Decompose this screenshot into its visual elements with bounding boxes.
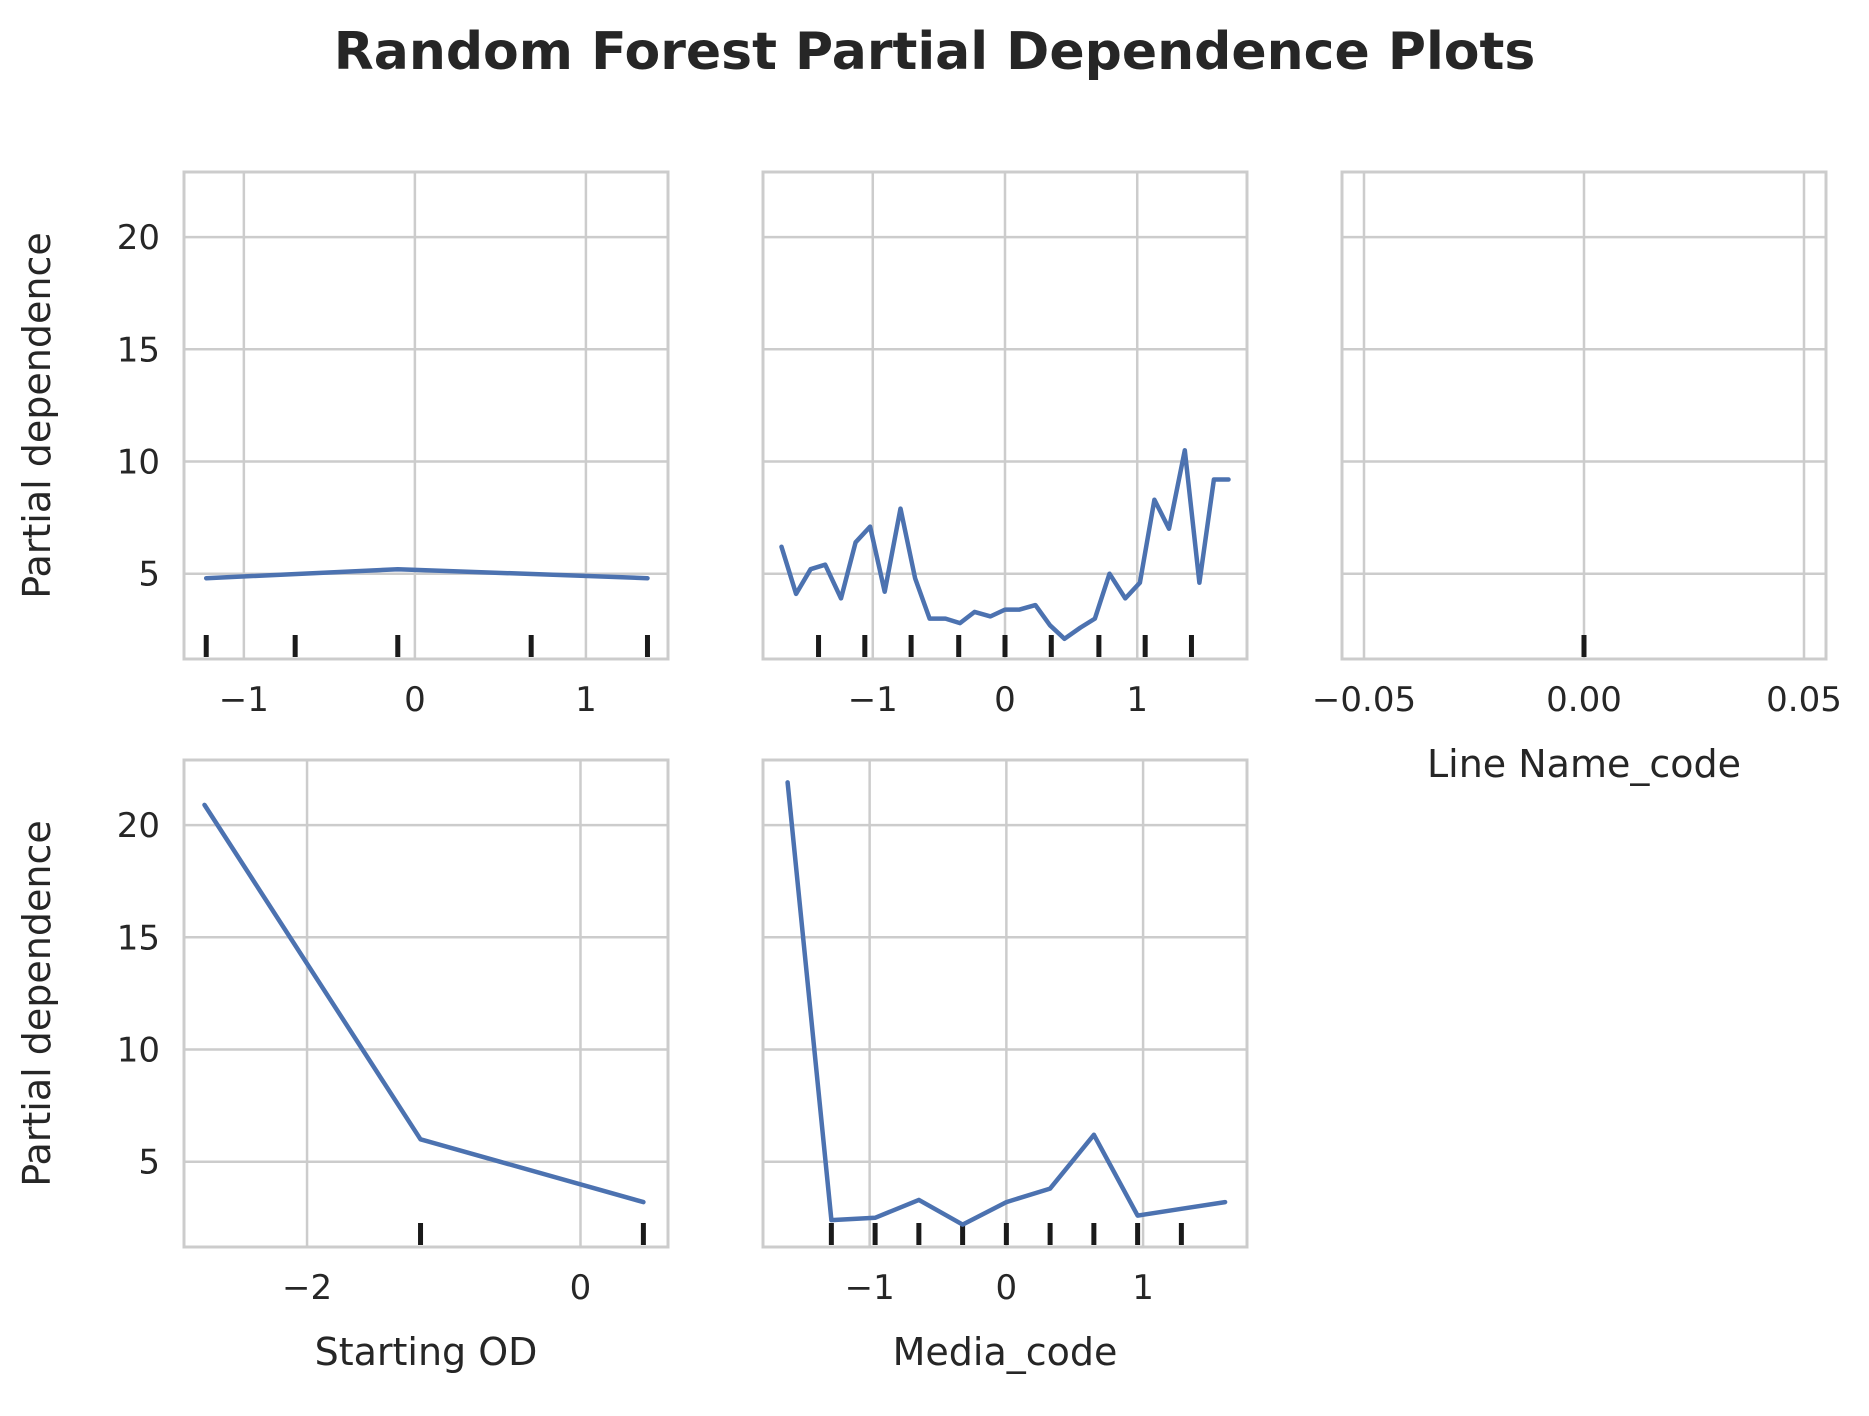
y-tick-label: 10 [117, 443, 160, 483]
x-tick-label: 0 [996, 1268, 1018, 1308]
panel-top-right: −0.05 0.00 0.05 Line Name_code [1312, 170, 1842, 786]
axes-frame [761, 758, 1249, 1249]
x-tick-label: 0 [570, 1268, 592, 1308]
panel-bottom-left: −2 0 5 10 15 20 Starting OD Partial dependence [15, 758, 670, 1374]
axes-frame [182, 758, 670, 1249]
x-tick-label: 1 [1126, 680, 1148, 720]
x-tick-label: −1 [848, 680, 898, 720]
panel-top-middle: −1 0 1 [761, 170, 1249, 720]
x-axis-label: Starting OD [315, 1330, 538, 1374]
y-tick-label: 20 [117, 218, 160, 258]
y-axis-label: Partial dependence [15, 232, 59, 598]
pd-line [779, 448, 1231, 642]
y-tick-label: 20 [117, 806, 160, 846]
x-tick-label: 0 [404, 680, 426, 720]
y-tick-label: 5 [138, 555, 160, 595]
x-tick-label: −1 [219, 680, 269, 720]
axes-frame [1340, 170, 1828, 661]
x-tick-label: −1 [845, 1268, 895, 1308]
pd-line [785, 780, 1228, 1227]
x-tick-label: 0.05 [1766, 680, 1842, 720]
y-tick-label: 10 [117, 1031, 160, 1071]
x-axis-label: Media_code [893, 1330, 1118, 1374]
x-tick-label: −2 [282, 1268, 332, 1308]
y-tick-label: 15 [117, 330, 160, 370]
axes-frame [761, 170, 1249, 661]
pd-line [203, 566, 650, 581]
axes-frame [182, 170, 670, 661]
y-axis-label: Partial dependence [15, 820, 59, 1186]
x-tick-label: 0.00 [1546, 680, 1622, 720]
y-tick-label: 15 [117, 918, 160, 958]
x-tick-label: −0.05 [1312, 680, 1416, 720]
pd-line [202, 802, 646, 1205]
x-tick-label: 0 [994, 680, 1016, 720]
x-axis-label: Line Name_code [1427, 742, 1741, 786]
x-tick-label: 1 [575, 680, 597, 720]
panel-bottom-middle: −1 0 1 Media_code [761, 758, 1249, 1374]
y-tick-label: 5 [138, 1143, 160, 1183]
x-tick-label: 1 [1132, 1268, 1154, 1308]
figure-title: Random Forest Partial Dependence Plots [333, 22, 1536, 82]
